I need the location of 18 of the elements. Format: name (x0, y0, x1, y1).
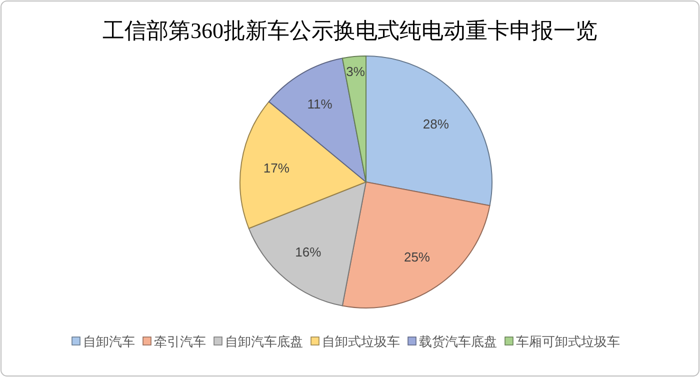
pie-slice (366, 56, 492, 206)
chart-title: 工信部第360批新车公示换电式纯电动重卡申报一览 (102, 18, 598, 43)
legend-label: 自卸汽车底盘 (225, 334, 303, 349)
legend-label: 自卸式垃圾车 (322, 334, 400, 349)
data-label: 16% (295, 244, 322, 260)
data-label: 17% (263, 160, 290, 176)
data-label: 28% (422, 116, 450, 132)
pie-slice (240, 101, 366, 229)
legend-label: 牵引汽车 (154, 334, 206, 349)
legend-label: 车厢可卸式垃圾车 (516, 334, 620, 349)
data-label: 3% (346, 64, 366, 80)
data-label: 11% (307, 96, 333, 112)
pie-slice (248, 182, 366, 306)
data-label: 25% (404, 250, 430, 265)
pie-slice (342, 56, 366, 182)
legend-label: 载货汽车底盘 (419, 334, 497, 349)
legend-label: 自卸汽车 (83, 334, 135, 349)
pie-slice (342, 182, 490, 308)
